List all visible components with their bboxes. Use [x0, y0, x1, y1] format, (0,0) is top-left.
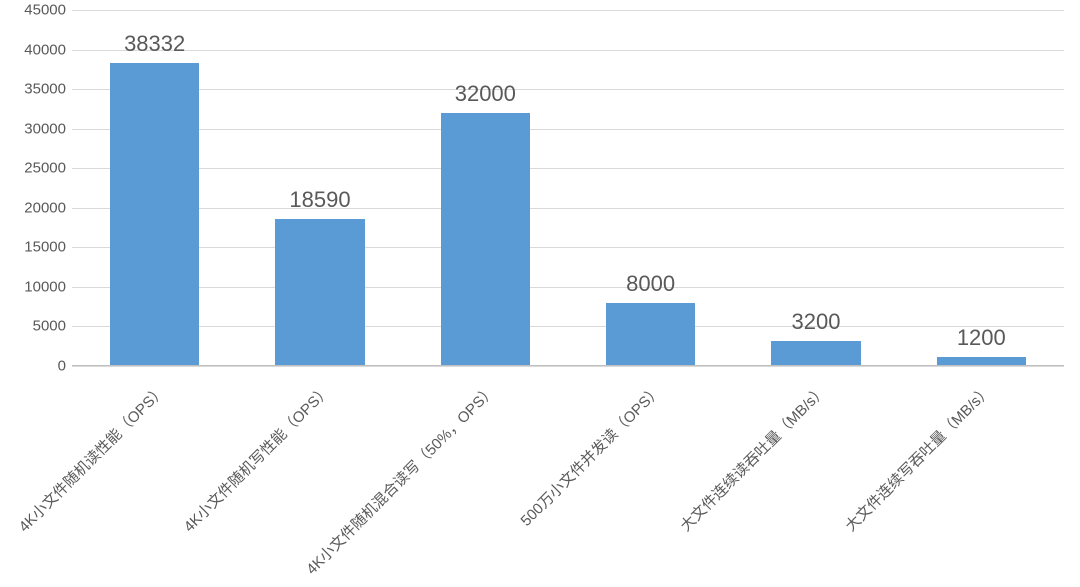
x-tick-label: 500万小文件并发读（OPS）	[515, 380, 665, 530]
y-tick-label: 45000	[24, 2, 72, 19]
y-tick-label: 35000	[24, 81, 72, 98]
bar-slot: 38332	[72, 10, 237, 366]
y-tick-label: 5000	[33, 318, 72, 335]
bar: 8000	[606, 303, 695, 366]
y-tick-label: 10000	[24, 278, 72, 295]
bar-value-label: 38332	[124, 31, 185, 63]
bar: 38332	[110, 63, 199, 366]
gridline	[72, 366, 1064, 367]
x-tick-label: 4K小文件随机写性能（OPS）	[179, 380, 335, 536]
x-axis-line	[72, 365, 1064, 366]
bar: 18590	[275, 219, 364, 366]
y-tick-label: 25000	[24, 160, 72, 177]
x-tick-label: 大文件连续写吞吐量（MB/s）	[840, 380, 996, 536]
bar-value-label: 32000	[455, 81, 516, 113]
y-tick-label: 0	[58, 358, 72, 375]
x-tick-label: 4K小文件随机混合读写（50%，OPS）	[301, 380, 500, 579]
bar: 32000	[441, 113, 530, 366]
x-tick-label: 大文件连续读吞吐量（MB/s）	[675, 380, 831, 536]
chart-container: 38332 18590 32000 8000 3200 1200 0 5000 10000 15…	[0, 0, 1080, 587]
bars-layer: 38332 18590 32000 8000 3200 1200	[72, 10, 1064, 366]
x-tick-label: 4K小文件随机读性能（OPS）	[13, 380, 169, 536]
y-tick-label: 30000	[24, 120, 72, 137]
bar-slot: 32000	[403, 10, 568, 366]
bar: 3200	[771, 341, 860, 366]
bar-slot: 18590	[237, 10, 402, 366]
bar-value-label: 3200	[791, 309, 840, 341]
plot-area: 383321859032000800032001200 050001000015…	[72, 10, 1064, 366]
y-tick-label: 15000	[24, 239, 72, 256]
bar-slot: 3200	[733, 10, 898, 366]
y-tick-label: 40000	[24, 41, 72, 58]
bar-slot: 8000	[568, 10, 733, 366]
bar-value-label: 8000	[626, 271, 675, 303]
y-tick-label: 20000	[24, 199, 72, 216]
bar-value-label: 18590	[289, 187, 350, 219]
bar-value-label: 1200	[957, 325, 1006, 357]
bar-slot: 1200	[899, 10, 1064, 366]
